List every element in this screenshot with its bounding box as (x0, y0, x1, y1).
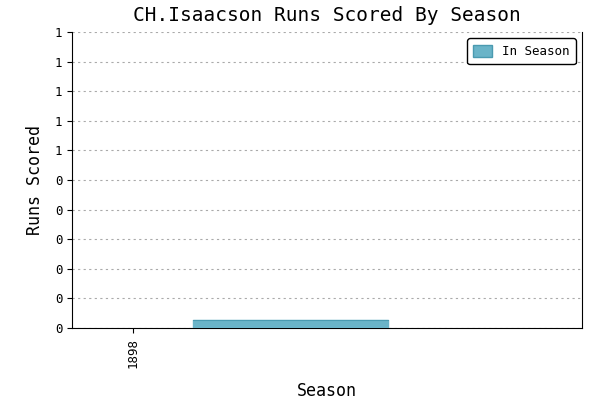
X-axis label: Season: Season (297, 382, 357, 400)
Polygon shape (193, 320, 388, 328)
Legend: In Season: In Season (467, 38, 576, 64)
Title: CH.Isaacson Runs Scored By Season: CH.Isaacson Runs Scored By Season (133, 6, 521, 25)
Y-axis label: Runs Scored: Runs Scored (26, 125, 44, 235)
